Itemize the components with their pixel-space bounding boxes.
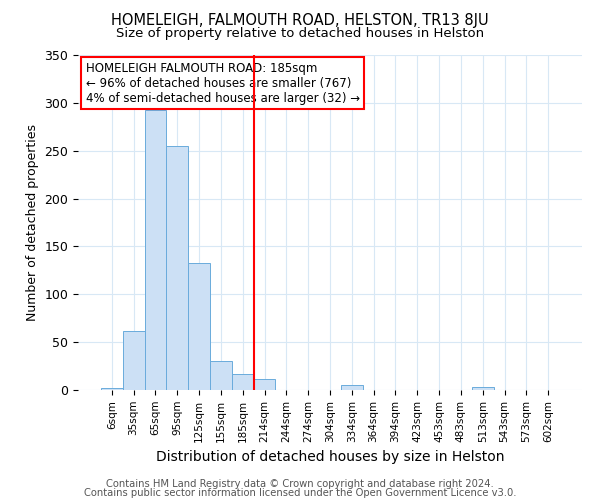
Bar <box>341 385 363 390</box>
Bar <box>254 380 275 390</box>
Text: Contains HM Land Registry data © Crown copyright and database right 2024.: Contains HM Land Registry data © Crown c… <box>106 479 494 489</box>
X-axis label: Distribution of detached houses by size in Helston: Distribution of detached houses by size … <box>156 450 504 464</box>
Bar <box>232 374 254 390</box>
Text: HOMELEIGH, FALMOUTH ROAD, HELSTON, TR13 8JU: HOMELEIGH, FALMOUTH ROAD, HELSTON, TR13 … <box>111 12 489 28</box>
Bar <box>101 388 123 390</box>
Text: HOMELEIGH FALMOUTH ROAD: 185sqm
← 96% of detached houses are smaller (767)
4% of: HOMELEIGH FALMOUTH ROAD: 185sqm ← 96% of… <box>86 62 359 104</box>
Bar <box>210 362 232 390</box>
Bar <box>472 387 494 390</box>
Text: Contains public sector information licensed under the Open Government Licence v3: Contains public sector information licen… <box>84 488 516 498</box>
Bar <box>166 146 188 390</box>
Bar <box>145 110 166 390</box>
Bar <box>123 330 145 390</box>
Text: Size of property relative to detached houses in Helston: Size of property relative to detached ho… <box>116 28 484 40</box>
Bar <box>188 262 210 390</box>
Y-axis label: Number of detached properties: Number of detached properties <box>26 124 39 321</box>
